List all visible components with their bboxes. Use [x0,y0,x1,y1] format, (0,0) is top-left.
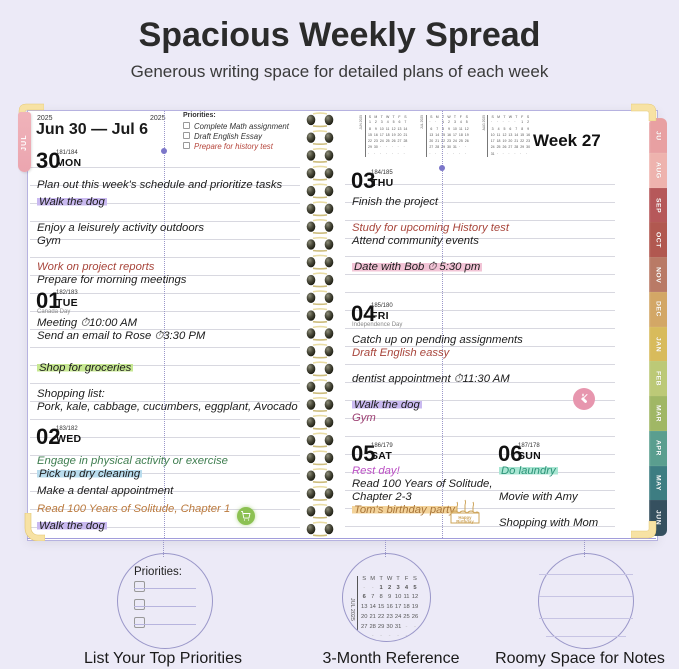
svg-text:Birthday: Birthday [456,519,474,524]
